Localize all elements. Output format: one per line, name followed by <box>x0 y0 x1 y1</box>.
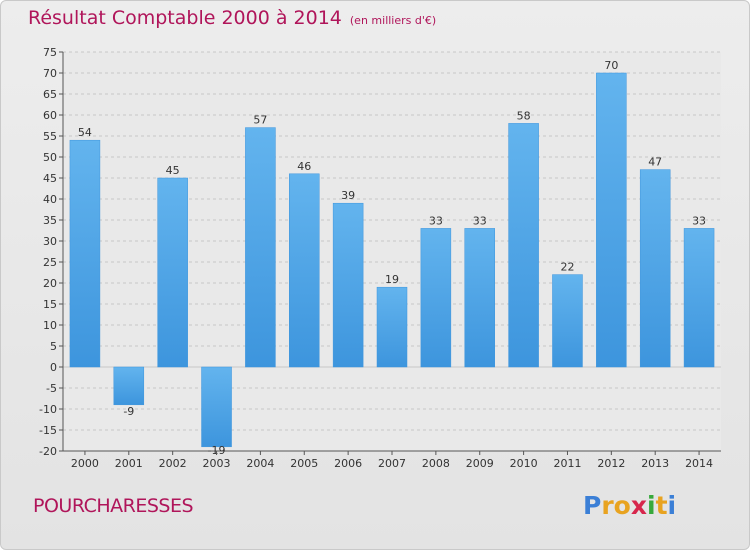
bar-value-label: 39 <box>341 189 355 202</box>
logo-letter: t <box>655 491 668 520</box>
y-tick-label: 30 <box>43 235 57 248</box>
y-tick-label: 50 <box>43 151 57 164</box>
bar <box>596 72 627 368</box>
y-tick-label: 45 <box>43 172 57 185</box>
bar-value-label: -9 <box>123 405 134 418</box>
bar-value-label: 57 <box>253 114 267 127</box>
proxiti-logo: Proxiti <box>583 491 676 520</box>
bar-value-label: 54 <box>78 126 92 139</box>
y-tick-label: 60 <box>43 109 57 122</box>
bar-value-label: 33 <box>429 214 443 227</box>
y-tick-label: 5 <box>50 340 57 353</box>
y-tick-label: 40 <box>43 193 57 206</box>
bar <box>245 127 276 368</box>
bar <box>157 177 188 368</box>
bar-value-label: 19 <box>385 273 399 286</box>
bar <box>420 228 452 368</box>
bar-value-label: 46 <box>297 160 311 173</box>
bar <box>683 228 715 368</box>
chart-unit: (en milliers d'€) <box>349 14 437 27</box>
bar <box>508 123 539 368</box>
x-tick-label: 2003 <box>203 457 231 470</box>
x-tick-label: 2004 <box>246 457 274 470</box>
x-tick-label: 2007 <box>378 457 406 470</box>
bar-value-label: 70 <box>604 59 618 72</box>
y-tick-label: 10 <box>43 319 57 332</box>
y-tick-label: -15 <box>39 424 57 437</box>
x-tick-label: 2001 <box>115 457 143 470</box>
x-tick-label: 2009 <box>466 457 494 470</box>
x-tick-label: 2008 <box>422 457 450 470</box>
x-tick-label: 2014 <box>685 457 713 470</box>
y-tick-label: 20 <box>43 277 57 290</box>
logo-letter: P <box>583 491 602 520</box>
chart-title-text: Résultat Comptable 2000 à 2014 <box>28 7 342 29</box>
bar <box>464 228 495 368</box>
chart-title: Résultat Comptable 2000 à 2014 (en millie… <box>28 7 436 29</box>
logo-letter: i <box>667 491 677 520</box>
x-tick-label: 2010 <box>510 457 538 470</box>
bar <box>113 366 145 406</box>
y-tick-label: 75 <box>43 46 57 59</box>
bar <box>69 139 101 368</box>
y-tick-label: 35 <box>43 214 57 227</box>
bar-value-label: -19 <box>208 444 226 457</box>
bar <box>289 173 320 368</box>
logo-letter: i <box>647 491 656 520</box>
bar-value-label: 22 <box>560 261 574 274</box>
y-tick-label: -10 <box>39 403 57 416</box>
commune-name: POURCHARESSES <box>33 495 194 517</box>
x-tick-label: 2011 <box>553 457 581 470</box>
y-tick-label: 65 <box>43 88 57 101</box>
y-tick-label: 70 <box>43 67 57 80</box>
y-tick-label: 55 <box>43 130 57 143</box>
y-tick-label: 25 <box>43 256 57 269</box>
bar <box>201 366 232 448</box>
bar-value-label: 47 <box>648 156 662 169</box>
x-tick-label: 2002 <box>159 457 187 470</box>
bar-value-label: 33 <box>692 214 706 227</box>
bar-value-label: 33 <box>473 214 487 227</box>
x-tick-label: 2012 <box>597 457 625 470</box>
y-tick-label: 0 <box>50 361 57 374</box>
bar <box>639 169 671 368</box>
y-tick-label: -5 <box>46 382 57 395</box>
logo-letter: o <box>613 491 631 520</box>
y-tick-label: -20 <box>39 445 57 458</box>
x-tick-label: 2000 <box>71 457 99 470</box>
bar-value-label: 45 <box>166 164 180 177</box>
bar-value-label: 58 <box>517 109 531 122</box>
logo-letter: r <box>601 491 614 520</box>
bar <box>552 274 583 368</box>
bar <box>376 286 408 368</box>
bar <box>332 202 364 368</box>
x-tick-label: 2006 <box>334 457 362 470</box>
y-tick-label: 15 <box>43 298 57 311</box>
x-tick-label: 2013 <box>641 457 669 470</box>
x-tick-label: 2005 <box>290 457 318 470</box>
logo-letter: x <box>630 491 647 520</box>
